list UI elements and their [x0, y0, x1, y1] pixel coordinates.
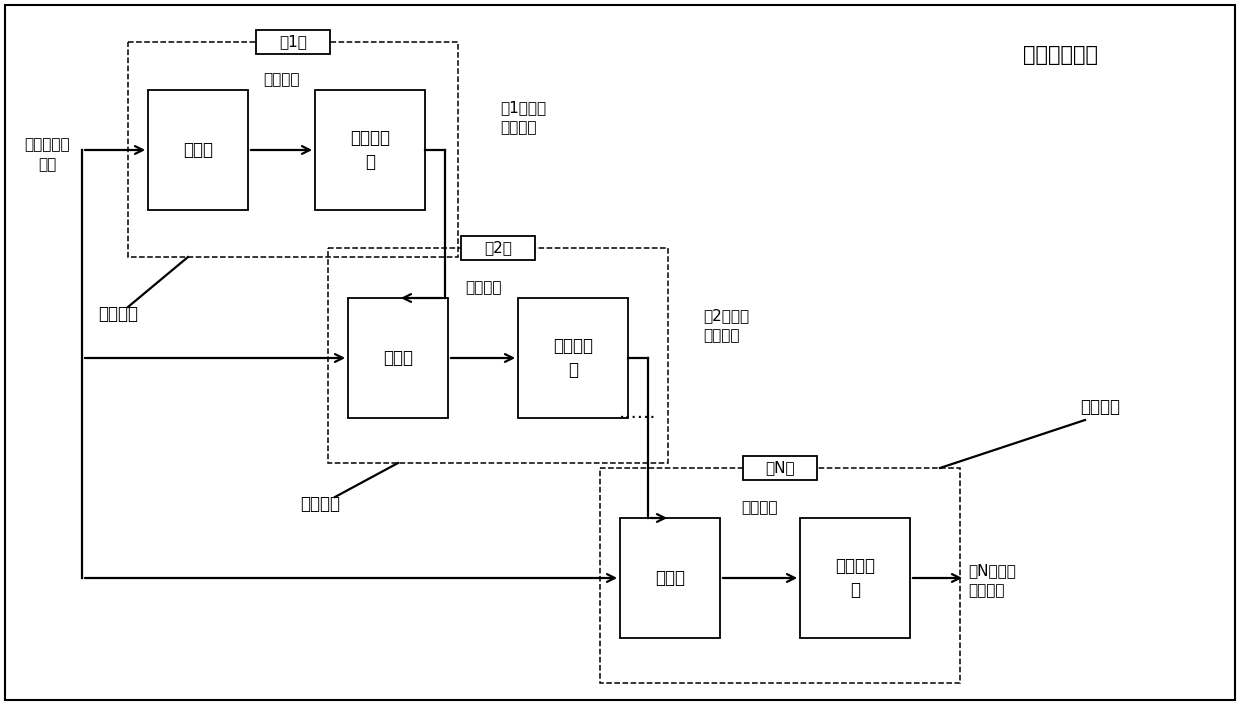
- Bar: [348, 298, 448, 418]
- Bar: [329, 248, 668, 463]
- Bar: [743, 456, 817, 480]
- Text: 扫频器: 扫频器: [655, 569, 684, 587]
- Bar: [600, 468, 960, 683]
- Text: 扫频单元: 扫频单元: [98, 305, 138, 323]
- Text: 频点信息: 频点信息: [742, 501, 779, 515]
- Text: 频点信息: 频点信息: [465, 281, 501, 295]
- Text: 频点信息: 频点信息: [263, 73, 300, 87]
- Text: 含噪连续波
信号: 含噪连续波 信号: [25, 137, 69, 173]
- Text: 第N级频率
估计结果: 第N级频率 估计结果: [968, 563, 1016, 598]
- Text: 第2级: 第2级: [484, 240, 512, 255]
- Text: ......: ......: [619, 403, 657, 422]
- Bar: [518, 298, 627, 418]
- Text: 第1级: 第1级: [279, 35, 308, 49]
- Text: 第1级频率
估计结果: 第1级频率 估计结果: [500, 100, 546, 135]
- Text: 频率估计
器: 频率估计 器: [350, 129, 391, 171]
- Bar: [800, 518, 910, 638]
- Text: 扫频单元: 扫频单元: [1080, 398, 1120, 416]
- Bar: [148, 90, 248, 210]
- Text: 频率估计装置: 频率估计装置: [1023, 45, 1097, 65]
- Text: 频率估计
器: 频率估计 器: [835, 557, 875, 599]
- Text: 第2级频率
估计结果: 第2级频率 估计结果: [703, 308, 749, 343]
- Text: 第N级: 第N级: [765, 460, 795, 475]
- Text: 扫频器: 扫频器: [184, 141, 213, 159]
- Text: 扫频器: 扫频器: [383, 349, 413, 367]
- Text: 扫频单元: 扫频单元: [300, 495, 340, 513]
- Bar: [620, 518, 720, 638]
- Bar: [255, 30, 330, 54]
- Bar: [461, 236, 534, 260]
- Text: 频率估计
器: 频率估计 器: [553, 337, 593, 379]
- Bar: [315, 90, 425, 210]
- Bar: [128, 42, 458, 257]
